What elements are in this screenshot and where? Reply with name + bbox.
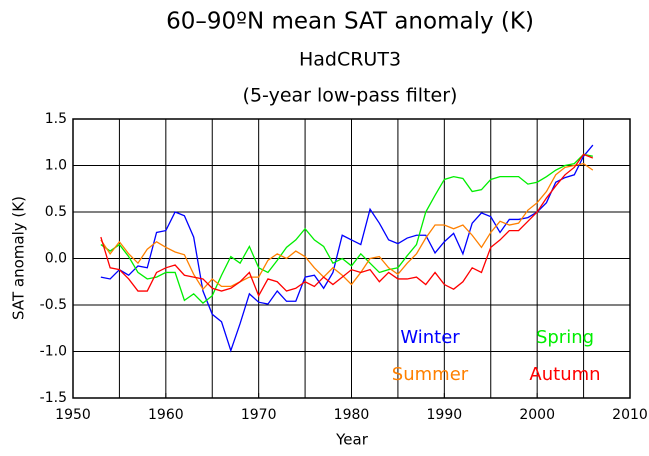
legend-label: Winter — [400, 327, 460, 348]
x-tick-label: 2000 — [519, 407, 555, 423]
plot-frame — [72, 118, 631, 399]
x-axis-label: Year — [335, 431, 369, 449]
legend-label: Summer — [392, 364, 469, 385]
x-tick-label: 1960 — [148, 407, 184, 423]
series-line — [100, 153, 593, 305]
x-tick-label: 1980 — [334, 407, 370, 423]
chart-title: 60–90ºN mean SAT anomaly (K) — [166, 9, 534, 35]
y-tick-label: -1.0 — [40, 344, 67, 360]
chart-subtitle: HadCRUT3 — [299, 49, 401, 71]
x-tick-label: 1950 — [55, 407, 91, 423]
x-tick-label: 1990 — [427, 407, 463, 423]
y-tick-label: 1.5 — [45, 111, 67, 127]
x-tick-label: 1970 — [241, 407, 277, 423]
series-line — [100, 162, 594, 291]
y-tick-label: -0.5 — [40, 297, 67, 313]
chart-subtitle: (5-year low-pass filter) — [243, 85, 458, 107]
y-tick-label: -1.5 — [40, 390, 67, 406]
legend-label: Spring — [536, 327, 594, 348]
y-tick-label: 0.0 — [45, 251, 67, 267]
y-axis-label: SAT anomaly (K) — [10, 196, 28, 320]
x-tick-label: 2010 — [612, 407, 648, 423]
y-tick-label: 0.5 — [45, 204, 67, 220]
series-line — [100, 144, 594, 353]
series-line — [100, 153, 594, 298]
y-tick-label: 1.0 — [45, 158, 67, 174]
legend-label: Autumn — [529, 364, 600, 385]
